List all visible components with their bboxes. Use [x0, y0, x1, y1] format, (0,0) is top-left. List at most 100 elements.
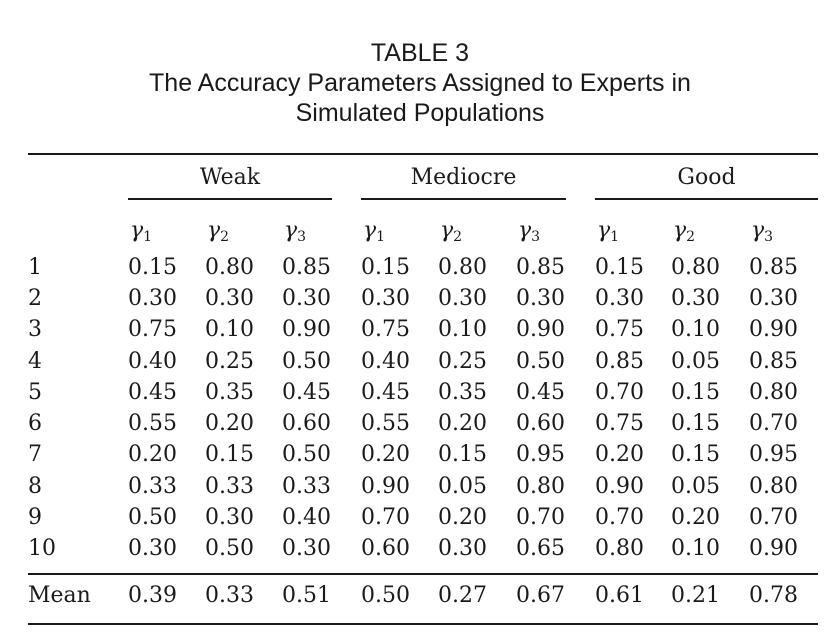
table-cell: 0.55 — [361, 411, 410, 436]
table-cell: 0.60 — [361, 536, 410, 561]
gamma-index: 1 — [376, 229, 386, 245]
gamma-symbol: γ — [751, 218, 765, 243]
table-cell: 0.95 — [749, 442, 798, 467]
table-cell: 0.85 — [595, 349, 644, 374]
gamma-header: γ2 — [440, 218, 462, 244]
table-cell: 0.10 — [671, 317, 720, 342]
table-cell: 0.70 — [516, 505, 565, 530]
group-rule-good — [595, 198, 818, 200]
table-cell: 0.30 — [282, 286, 331, 311]
gamma-index: 3 — [531, 229, 541, 245]
row-label: 10 — [28, 536, 56, 561]
table-cell: 0.33 — [205, 474, 254, 499]
gamma-index: 2 — [220, 229, 230, 245]
table-cell: 0.65 — [516, 536, 565, 561]
gamma-header: γ2 — [207, 218, 229, 244]
table-cell: 0.05 — [671, 349, 720, 374]
table-cell: 0.10 — [438, 317, 487, 342]
table-cell: 0.70 — [595, 505, 644, 530]
table-cell: 0.45 — [128, 380, 177, 405]
table-cell: 0.80 — [749, 380, 798, 405]
table-cell: 0.50 — [282, 442, 331, 467]
table-caption-label: TABLE 3 — [370, 39, 470, 67]
gamma-symbol: γ — [597, 218, 611, 243]
table-cell: 0.35 — [438, 380, 487, 405]
table-top-rule — [28, 153, 818, 155]
table-cell: 0.20 — [128, 442, 177, 467]
gamma-header: γ3 — [518, 218, 540, 244]
table-cell: 0.60 — [516, 411, 565, 436]
table-cell: 0.40 — [128, 349, 177, 374]
gamma-header: γ1 — [363, 218, 385, 244]
table-cell: 0.85 — [516, 255, 565, 280]
table-cell: 0.10 — [671, 536, 720, 561]
table-cell: 0.15 — [128, 255, 177, 280]
group-header-good: Good — [677, 165, 736, 190]
table-cell: 0.15 — [361, 255, 410, 280]
table-cell: 0.90 — [749, 536, 798, 561]
table-cell: 0.45 — [361, 380, 410, 405]
table-caption-title-line1: The Accuracy Parameters Assigned to Expe… — [149, 69, 691, 97]
table-cell: 0.70 — [749, 411, 798, 436]
row-label: 5 — [28, 380, 42, 405]
table-cell: 0.30 — [749, 286, 798, 311]
table-cell: 0.05 — [671, 474, 720, 499]
table-cell: 0.20 — [205, 411, 254, 436]
table-cell: 0.55 — [128, 411, 177, 436]
table-cell: 0.80 — [749, 474, 798, 499]
table-cell: 0.05 — [438, 474, 487, 499]
row-label: 7 — [28, 442, 42, 467]
gamma-symbol: γ — [284, 218, 298, 243]
table-cell: 0.15 — [671, 411, 720, 436]
table-cell: 0.75 — [595, 411, 644, 436]
mean-cell: 0.33 — [205, 583, 254, 608]
gamma-symbol: γ — [518, 218, 532, 243]
table-cell: 0.40 — [361, 349, 410, 374]
gamma-index: 3 — [764, 229, 774, 245]
table-cell: 0.30 — [282, 536, 331, 561]
mean-cell: 0.27 — [438, 583, 487, 608]
table-cell: 0.90 — [361, 474, 410, 499]
row-label: 8 — [28, 474, 42, 499]
mean-cell: 0.67 — [516, 583, 565, 608]
group-header-mediocre: Mediocre — [410, 165, 517, 190]
table-cell: 0.70 — [595, 380, 644, 405]
table-cell: 0.40 — [282, 505, 331, 530]
gamma-header: γ2 — [673, 218, 695, 244]
table-cell: 0.20 — [438, 505, 487, 530]
table-cell: 0.30 — [671, 286, 720, 311]
table-cell: 0.15 — [438, 442, 487, 467]
table-cell: 0.70 — [361, 505, 410, 530]
table-cell: 0.30 — [438, 536, 487, 561]
gamma-header: γ3 — [751, 218, 773, 244]
table-cell: 0.10 — [205, 317, 254, 342]
table-cell: 0.25 — [205, 349, 254, 374]
mean-cell: 0.78 — [749, 583, 798, 608]
table-cell: 0.80 — [671, 255, 720, 280]
table-cell: 0.50 — [128, 505, 177, 530]
table-cell: 0.15 — [595, 255, 644, 280]
mean-cell: 0.21 — [671, 583, 720, 608]
mean-row-label: Mean — [28, 583, 91, 608]
table-cell: 0.90 — [749, 317, 798, 342]
table-cell: 0.30 — [205, 505, 254, 530]
table-cell: 0.30 — [438, 286, 487, 311]
mean-cell: 0.50 — [361, 583, 410, 608]
table-cell: 0.80 — [438, 255, 487, 280]
table-cell: 0.50 — [282, 349, 331, 374]
row-label: 9 — [28, 505, 42, 530]
mean-cell: 0.51 — [282, 583, 331, 608]
table-cell: 0.20 — [361, 442, 410, 467]
table-cell: 0.95 — [516, 442, 565, 467]
table-cell: 0.30 — [595, 286, 644, 311]
table-cell: 0.25 — [438, 349, 487, 374]
table-cell: 0.30 — [361, 286, 410, 311]
row-label: 4 — [28, 349, 42, 374]
mean-cell: 0.61 — [595, 583, 644, 608]
gamma-symbol: γ — [440, 218, 454, 243]
gamma-header: γ1 — [130, 218, 152, 244]
table-cell: 0.75 — [361, 317, 410, 342]
table-bottom-rule — [28, 623, 818, 625]
group-rule-mediocre — [361, 198, 566, 200]
table-cell: 0.80 — [205, 255, 254, 280]
